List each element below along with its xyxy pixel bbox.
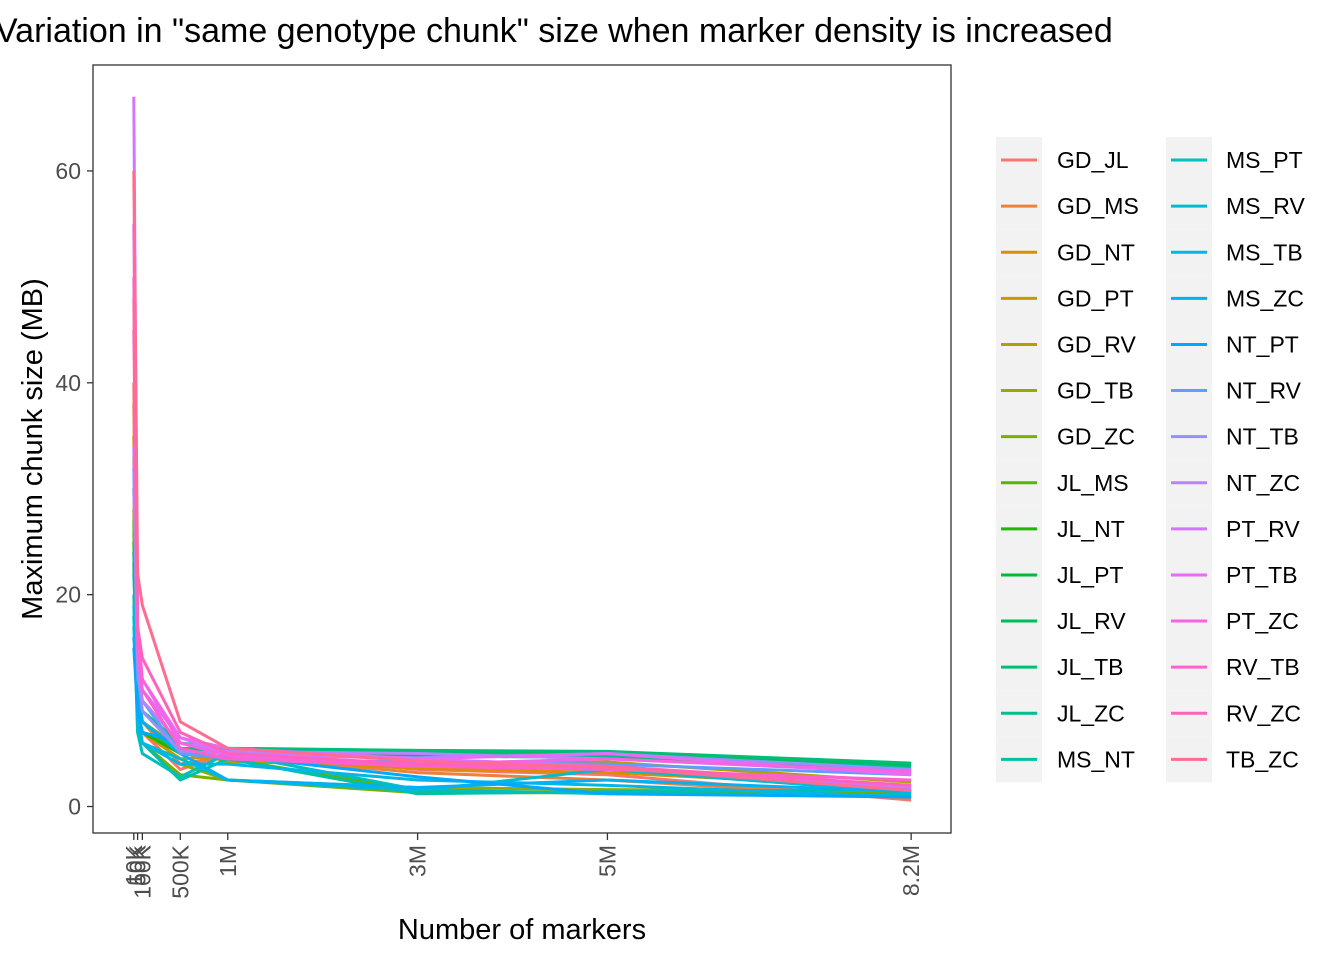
legend-label: NT_RV	[1226, 378, 1302, 404]
legend-label: JL_PT	[1057, 562, 1123, 588]
legend-label: JL_RV	[1057, 608, 1126, 634]
chart-title: Variation in "same genotype chunk" size …	[0, 12, 1113, 50]
legend-label: MS_TB	[1226, 239, 1303, 265]
legend-label: JL_TB	[1057, 654, 1123, 680]
legend-label: PT_ZC	[1226, 608, 1299, 634]
series-line-ms-tb	[132, 605, 912, 799]
legend-label: RV_ZC	[1226, 700, 1301, 726]
legend-label: TB_ZC	[1226, 746, 1299, 772]
y-tick-label: 60	[55, 158, 81, 184]
x-tick-label: 100K	[129, 844, 155, 898]
x-tick-label: 500K	[167, 844, 193, 898]
y-tick-label: 40	[55, 370, 81, 396]
legend-label: GD_JL	[1057, 147, 1129, 173]
legend-label: GD_PT	[1057, 285, 1134, 311]
y-axis: 0 20 40 60	[55, 158, 93, 820]
plot-panel	[92, 64, 952, 834]
x-tick-label: 10K	[121, 844, 147, 886]
legend-label: GD_ZC	[1057, 424, 1135, 450]
legend-label: RV_TB	[1226, 654, 1300, 680]
legend-label: GD_TB	[1057, 378, 1134, 404]
legend: GD_JL GD_MS GD_NT GD_PT GD_RV GD_TB GD_ZC JL_MS…	[996, 137, 1305, 783]
legend-label: GD_MS	[1057, 193, 1139, 219]
legend-label: JL_ZC	[1057, 700, 1125, 726]
y-tick-label: 0	[68, 794, 81, 820]
legend-label: GD_NT	[1057, 239, 1135, 265]
x-tick-label: 3M	[405, 845, 431, 877]
legend-label: MS_PT	[1226, 147, 1303, 173]
y-axis-title: Maximum chunk size (MB)	[17, 278, 49, 620]
legend-label: NT_TB	[1226, 424, 1299, 450]
legend-label: MS_NT	[1057, 746, 1135, 772]
legend-label: GD_RV	[1057, 331, 1136, 357]
legend-label: PT_RV	[1226, 516, 1300, 542]
panel-border	[92, 64, 952, 834]
series-line-rv-tb	[132, 329, 912, 782]
x-tick-label: 8.2M	[898, 845, 924, 896]
x-axis-title: Number of markers	[398, 914, 646, 946]
legend-label: MS_ZC	[1226, 285, 1304, 311]
series-layer	[132, 96, 912, 802]
x-tick-label: 1M	[215, 845, 241, 877]
x-tick-label: 50K	[125, 844, 151, 886]
legend-label: NT_ZC	[1226, 470, 1300, 496]
y-tick-label: 20	[55, 582, 81, 608]
legend-label: JL_NT	[1057, 516, 1125, 542]
legend-label: PT_TB	[1226, 562, 1298, 588]
series-line-tb-zc	[132, 170, 912, 793]
legend-label: MS_RV	[1226, 193, 1305, 219]
legend-label: NT_PT	[1226, 331, 1299, 357]
x-tick-label: 5M	[594, 845, 620, 877]
legend-label: JL_MS	[1057, 470, 1129, 496]
